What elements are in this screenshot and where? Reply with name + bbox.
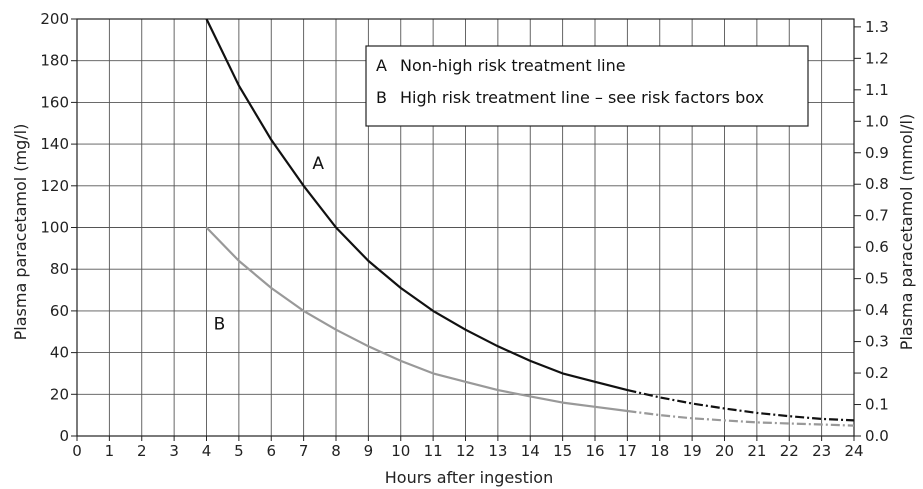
x-tick-label: 18 — [650, 442, 669, 460]
x-tick-label: 2 — [137, 442, 147, 460]
y-left-tick-label: 180 — [40, 52, 69, 70]
x-tick-label: 21 — [747, 442, 766, 460]
y-left-tick-label: 20 — [50, 385, 69, 403]
x-tick-label: 9 — [364, 442, 374, 460]
y-left-tick-label: 100 — [40, 219, 69, 237]
x-tick-label: 23 — [812, 442, 831, 460]
x-tick-label: 0 — [72, 442, 82, 460]
legend-key-B: B — [376, 88, 387, 107]
x-tick-label: 16 — [585, 442, 604, 460]
y-left-tick-label: 60 — [50, 302, 69, 320]
y-left-tick-label: 80 — [50, 260, 69, 278]
series-lines — [205, 18, 855, 427]
curve-label-B: B — [214, 315, 226, 335]
y-right-tick-label: 0.4 — [865, 301, 889, 319]
x-tick-label: 14 — [521, 442, 540, 460]
curve-labels: AB — [214, 154, 325, 335]
y-right-tick-label: 0.7 — [865, 207, 889, 225]
x-tick-label: 5 — [234, 442, 244, 460]
x-tick-label: 19 — [683, 442, 702, 460]
y-right-tick-label: 0.1 — [865, 396, 889, 414]
y-right-tick-label: 0.3 — [865, 333, 889, 351]
legend: A Non-high risk treatment line B High risk … — [365, 45, 809, 127]
y-left-tick-label: 120 — [40, 177, 69, 195]
y-right-tick-label: 1.2 — [865, 49, 889, 67]
x-tick-label: 22 — [780, 442, 799, 460]
x-tick-label: 11 — [424, 442, 443, 460]
y-left-tick-label: 140 — [40, 135, 69, 153]
x-tick-label: 12 — [456, 442, 475, 460]
x-tick-label: 15 — [553, 442, 572, 460]
y-axis-title-left: Plasma paracetamol (mg/l) — [11, 124, 30, 341]
y-left-tick-label: 160 — [40, 93, 69, 111]
y-left-tick-label: 0 — [59, 427, 69, 445]
series-line-A-solid — [205, 18, 628, 392]
series-line-A-dashdot — [627, 389, 855, 422]
x-tick-label: 7 — [299, 442, 309, 460]
y-right-tick-label: 1.0 — [865, 112, 889, 130]
x-tick-label: 13 — [488, 442, 507, 460]
axis-ticks: 0 1 2 3 4 5 6 7 8 9 10 11 12 13 14 15 16 17 18 19 20 21 22 23 24… — [40, 10, 889, 460]
y-right-tick-label: 1.1 — [865, 81, 889, 99]
x-tick-label: 6 — [266, 442, 276, 460]
y-right-tick-label: 0.5 — [865, 270, 889, 288]
x-tick-label: 20 — [715, 442, 734, 460]
legend-label-B: High risk treatment line – see risk fact… — [400, 88, 764, 107]
y-left-tick-label: 40 — [50, 344, 69, 362]
y-axis-title-right: Plasma paracetamol (mmol/l) — [897, 114, 916, 350]
y-right-tick-label: 0.6 — [865, 238, 889, 256]
x-axis-title: Hours after ingestion — [385, 468, 553, 487]
series-line-B-solid — [205, 226, 628, 413]
legend-key-A: A — [376, 56, 387, 75]
y-left-tick-label: 200 — [40, 10, 69, 28]
legend-box — [365, 45, 809, 127]
x-tick-label: 8 — [331, 442, 341, 460]
x-tick-label: 24 — [844, 442, 863, 460]
y-right-tick-label: 0.8 — [865, 175, 889, 193]
series-line-B-dashdot — [627, 409, 855, 427]
x-tick-label: 17 — [618, 442, 637, 460]
legend-label-A: Non-high risk treatment line — [400, 56, 626, 75]
y-right-tick-label: 1.3 — [865, 18, 889, 36]
x-tick-label: 1 — [105, 442, 115, 460]
curve-label-A: A — [312, 154, 324, 174]
x-tick-label: 4 — [202, 442, 212, 460]
y-right-tick-label: 0.2 — [865, 364, 889, 382]
x-tick-label: 3 — [169, 442, 179, 460]
y-right-tick-label: 0.9 — [865, 144, 889, 162]
x-tick-label: 10 — [391, 442, 410, 460]
y-right-tick-label: 0.0 — [865, 427, 889, 445]
